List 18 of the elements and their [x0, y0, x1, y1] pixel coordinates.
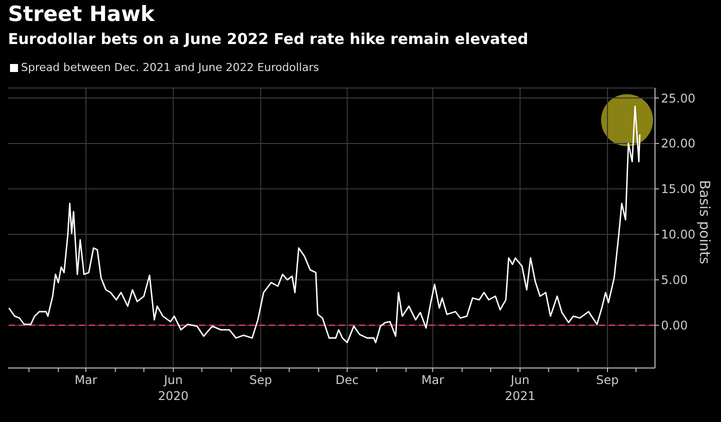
x-tick-label: Mar	[421, 373, 444, 387]
x-tick-label: Sep	[249, 373, 272, 387]
y-tick-label: 15.00	[661, 182, 696, 196]
legend-label: Spread between Dec. 2021 and June 2022 Eurodollars	[21, 61, 319, 74]
chart-subtitle: Eurodollar bets on a June 2022 Fed rate hike remain elevated	[8, 30, 528, 48]
x-tick-label: Jun 2021	[504, 373, 536, 403]
y-tick-label: 0.00	[661, 318, 688, 333]
y-tick-label: 5.00	[661, 273, 688, 288]
y-tick-label: 25.00	[661, 91, 696, 106]
x-tick-label: Dec	[336, 373, 359, 387]
y-tick-label: 10.00	[661, 228, 696, 242]
x-tick-label: Jun 2020	[158, 373, 189, 403]
chart-title: Street Hawk	[8, 2, 154, 26]
x-tick-label: Sep	[596, 373, 619, 387]
x-tick-label: Mar	[74, 373, 98, 387]
line-series	[8, 105, 640, 344]
y-axis-title: Basis points	[696, 180, 712, 264]
y-tick-label: 20.00	[661, 136, 696, 151]
